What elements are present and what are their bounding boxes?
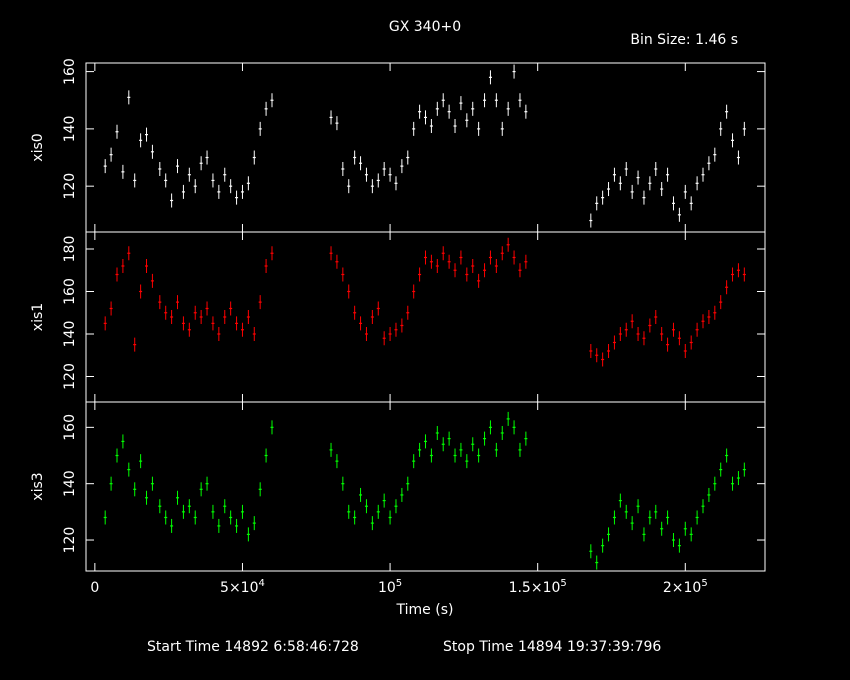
x-axis-label: Time (s) — [396, 602, 454, 618]
data-series-xis0 — [103, 64, 746, 228]
y-axis-label: xis1 — [30, 303, 46, 331]
x-tick-label: 1.5×105 — [509, 578, 567, 596]
y-axis-label: xis0 — [30, 133, 46, 161]
y-tick-label: 120 — [62, 173, 78, 200]
y-tick-label: 180 — [62, 236, 78, 263]
y-tick-label: 140 — [62, 470, 78, 497]
y-axis-label: xis3 — [30, 472, 46, 500]
time-axis: 0 5×104 105 1.5×105 2×105 — [90, 578, 707, 596]
panel-xis1: 120 140 160 180 xis1 — [30, 231, 766, 403]
plot-frame — [85, 401, 766, 572]
start-time-label: Start Time 14892 6:58:46:728 — [147, 639, 359, 655]
stop-time-label: Stop Time 14894 19:37:39:796 — [443, 639, 661, 655]
panel-xis0: 120 140 160 xis0 — [30, 58, 766, 233]
chart-title: GX 340+0 — [389, 19, 461, 35]
y-tick-label: 160 — [62, 278, 78, 305]
x-tick-label: 2×105 — [663, 578, 708, 596]
y-tick-label: 120 — [62, 363, 78, 390]
x-tick-label: 5×104 — [220, 578, 265, 596]
data-series-xis1 — [103, 237, 746, 367]
y-tick-label: 160 — [62, 58, 78, 85]
y-tick-label: 120 — [62, 527, 78, 554]
bin-size-label: Bin Size: 1.46 s — [630, 32, 738, 48]
panel-xis3: 120 140 160 xis3 — [30, 401, 766, 572]
data-series-xis3 — [103, 411, 746, 570]
x-tick-label: 0 — [90, 580, 99, 596]
y-tick-label: 140 — [62, 321, 78, 348]
y-tick-label: 160 — [62, 414, 78, 441]
x-tick-label: 105 — [378, 578, 402, 596]
plot-frame — [85, 62, 766, 233]
y-tick-label: 140 — [62, 116, 78, 143]
